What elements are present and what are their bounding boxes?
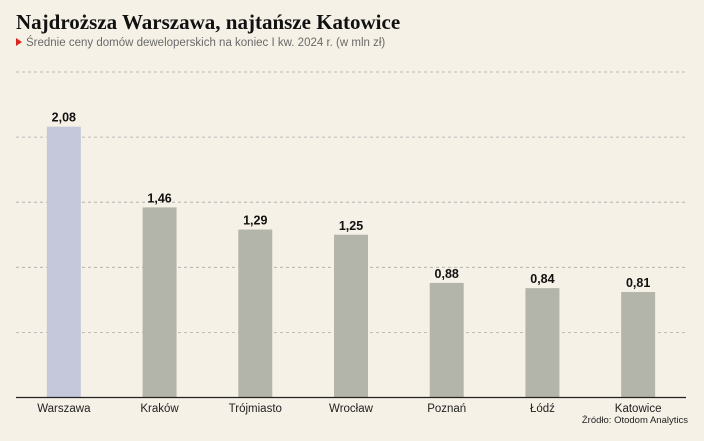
bar-0 [46,126,81,398]
bar-5 [525,288,560,398]
chart-title: Najdroższa Warszawa, najtańsze Katowice [16,10,401,34]
bar-3 [334,234,368,398]
x-tick-label-4: Poznań [427,403,466,415]
value-label-3: 1,25 [339,219,363,233]
x-tick-label-2: Trójmiasto [229,403,282,415]
value-label-4: 0,88 [435,267,459,281]
gridlines [16,71,686,333]
bar-4 [429,282,464,398]
bars [46,126,656,398]
x-tick-label-3: Wrocław [329,403,374,415]
subtitle-marker-icon [16,38,22,46]
bar-1 [142,207,177,398]
x-tick-label-5: Łódź [530,403,555,415]
value-label-2: 1,29 [243,214,267,228]
chart-subtitle: Średnie ceny domów deweloperskich na kon… [16,37,385,49]
x-tick-label-1: Kraków [140,403,179,415]
value-label-5: 0,84 [530,272,554,286]
x-tick-label-0: Warszawa [37,403,91,415]
value-label-0: 2,08 [52,111,76,125]
value-label-1: 1,46 [147,191,171,205]
x-tick-labels: Warszawa Kraków Trójmiasto Wrocław Poznań Łód… [37,403,661,415]
x-tick-label-6: Katowice [615,403,662,415]
value-labels: 2,08 1,46 1,29 1,25 0,88 0,84 0,81 [52,111,651,290]
bar-2 [238,229,273,398]
chart-subtitle-text: Średnie ceny domów deweloperskich na kon… [26,37,386,49]
value-label-6: 0,81 [626,276,650,290]
bar-6 [621,292,656,398]
source-note: Źródło: Otodom Analytics [581,415,688,426]
